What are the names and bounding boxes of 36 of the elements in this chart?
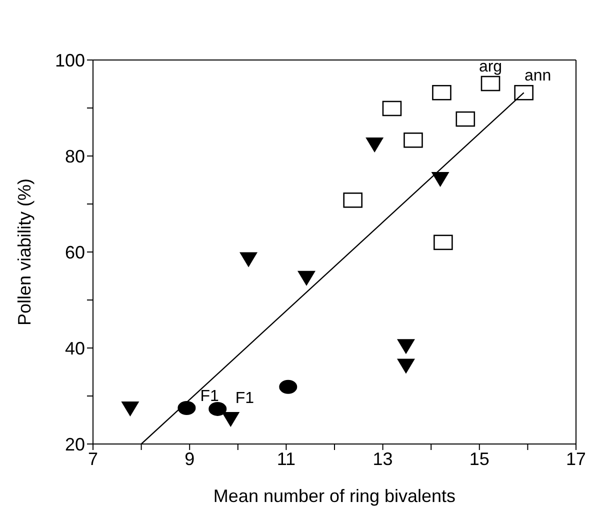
point bbox=[396, 358, 415, 374]
x-tick-label: 17 bbox=[566, 448, 586, 469]
x-tick-label: 11 bbox=[276, 448, 296, 469]
annotation: arg bbox=[478, 58, 502, 76]
point bbox=[240, 252, 258, 268]
point bbox=[121, 401, 140, 416]
point bbox=[382, 100, 402, 116]
point bbox=[297, 270, 316, 286]
y-tick-label: 60 bbox=[64, 242, 85, 262]
x-tick-label: 13 bbox=[372, 448, 393, 469]
point bbox=[432, 84, 452, 100]
x-tick-label: 7 bbox=[88, 448, 98, 469]
point bbox=[366, 137, 384, 152]
annotation: F1 bbox=[200, 388, 220, 405]
point bbox=[434, 234, 453, 250]
x-tick-label: 9 bbox=[184, 448, 195, 469]
y-tick-label: 80 bbox=[64, 146, 85, 166]
point bbox=[396, 339, 415, 354]
point bbox=[404, 132, 423, 148]
y-axis-title: Pollen viability (%) bbox=[14, 178, 34, 326]
point bbox=[431, 172, 450, 188]
annotation: ann bbox=[524, 68, 552, 85]
point bbox=[279, 380, 298, 394]
point bbox=[514, 84, 534, 100]
x-axis-title: Mean number of ring bivalents bbox=[213, 486, 456, 506]
annotation: F1 bbox=[235, 390, 254, 408]
point bbox=[480, 76, 500, 92]
point bbox=[208, 402, 227, 416]
y-tick-label: 100 bbox=[54, 50, 85, 70]
point bbox=[343, 192, 363, 208]
point bbox=[178, 401, 196, 415]
y-tick-label: 20 bbox=[64, 434, 85, 454]
point bbox=[456, 111, 476, 127]
point bbox=[222, 412, 240, 428]
y-tick-label: 40 bbox=[64, 338, 85, 358]
x-tick-label: 15 bbox=[469, 448, 490, 469]
